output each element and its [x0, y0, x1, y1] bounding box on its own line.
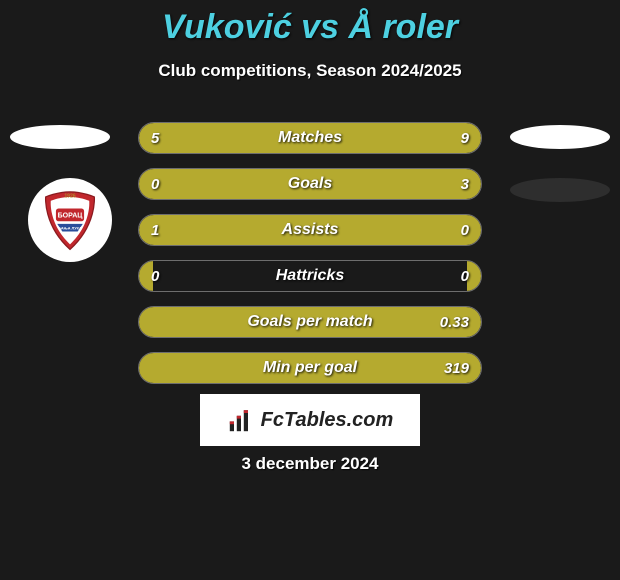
bar-chart-icon	[227, 406, 255, 434]
stat-bar-goals: 0 Goals 3	[138, 168, 482, 200]
stat-value-right: 3	[461, 169, 469, 199]
badge-club-name: БОРАЦ	[58, 212, 84, 219]
right-player-oval	[510, 125, 610, 149]
stat-bar-min-per-goal: Min per goal 319	[138, 352, 482, 384]
stat-value-right: 0	[461, 215, 469, 245]
logo-text: FcTables.com	[261, 409, 394, 432]
stat-value-right: 319	[444, 353, 469, 383]
stat-value-right: 0	[461, 261, 469, 291]
stat-value-right: 0.33	[440, 307, 469, 337]
stat-label: Matches	[139, 123, 481, 153]
stat-bar-hattricks: 0 Hattricks 0	[138, 260, 482, 292]
badge-city: БАЊА ЛУКА	[58, 227, 82, 231]
club-badge-left: 1926 БОРАЦ БАЊА ЛУКА	[28, 178, 112, 262]
stat-bar-matches: 5 Matches 9	[138, 122, 482, 154]
stat-bars: 5 Matches 9 0 Goals 3 1 Assists 0 0 Hatt…	[138, 122, 482, 384]
shield-icon: 1926 БОРАЦ БАЊА ЛУКА	[38, 188, 102, 252]
page-subtitle: Club competitions, Season 2024/2025	[0, 61, 620, 81]
stat-label: Goals	[139, 169, 481, 199]
badge-year: 1926	[64, 194, 76, 200]
fctables-logo[interactable]: FcTables.com	[200, 394, 420, 446]
page-title: Vuković vs Å roler	[0, 0, 620, 47]
right-player-oval-2	[510, 178, 610, 202]
left-player-oval	[10, 125, 110, 149]
stat-label: Min per goal	[139, 353, 481, 383]
stat-label: Assists	[139, 215, 481, 245]
stat-bar-goals-per-match: Goals per match 0.33	[138, 306, 482, 338]
footer-date: 3 december 2024	[0, 454, 620, 474]
stat-label: Goals per match	[139, 307, 481, 337]
stat-bar-assists: 1 Assists 0	[138, 214, 482, 246]
stat-label: Hattricks	[139, 261, 481, 291]
stat-value-right: 9	[461, 123, 469, 153]
